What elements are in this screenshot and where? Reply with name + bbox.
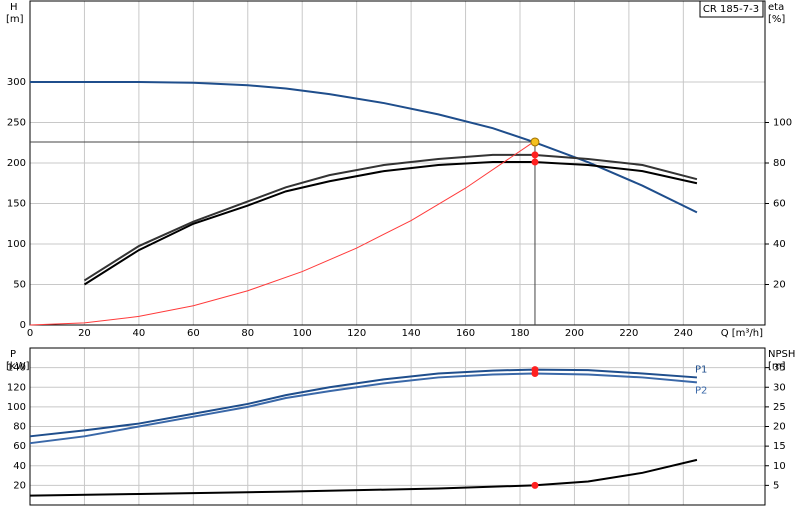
y2-tick-label: 40 (773, 239, 786, 250)
y-tick-label: 40 (13, 461, 26, 472)
series-line (83, 153, 698, 282)
x-tick-label: 180 (510, 328, 529, 339)
y-tick-label: 250 (7, 118, 26, 129)
x-tick-label: 60 (187, 328, 200, 339)
y-tick-label: 20 (13, 480, 26, 491)
operating-point (530, 137, 540, 147)
x-tick-label: 200 (565, 328, 584, 339)
y2-tick-label: 20 (773, 280, 786, 291)
y-axis-unit: [m] (6, 14, 24, 25)
series-line (29, 458, 698, 497)
y-axis-label: P (10, 349, 16, 360)
y-tick-label: 300 (7, 77, 26, 88)
series-line (83, 160, 698, 286)
y-tick-label: 50 (13, 280, 26, 291)
x-tick-label: 100 (293, 328, 312, 339)
y-tick-label: 80 (13, 422, 26, 433)
y-tick-label: 0 (20, 320, 26, 331)
x-tick-label: 40 (133, 328, 146, 339)
series-line (29, 372, 698, 445)
y2-axis-label: NPSH (768, 349, 795, 360)
y2-tick-label: 60 (773, 199, 786, 210)
y2-axis-unit: [%] (768, 14, 785, 25)
y-tick-label: 100 (7, 402, 26, 413)
chart-label: CR 185-7-3 (703, 4, 759, 15)
y2-axis-unit: [m] (768, 361, 786, 372)
x-tick-label: 80 (241, 328, 254, 339)
x-tick-label: 220 (619, 328, 638, 339)
series-line (29, 368, 698, 438)
y2-tick-label: 30 (773, 382, 786, 393)
y2-tick-label: 5 (773, 480, 779, 491)
x-tick-label: 0 (27, 328, 33, 339)
x-axis-label: Q [m³/h] (721, 328, 763, 339)
y2-tick-label: 20 (773, 422, 786, 433)
y-tick-label: 100 (7, 239, 26, 250)
plot-frame (29, 0, 766, 326)
plot-frame (29, 347, 766, 506)
label-box (699, 0, 764, 18)
x-tick-label: 140 (402, 328, 421, 339)
marker (531, 151, 539, 159)
series-label: P2 (695, 385, 707, 396)
y2-tick-label: 80 (773, 158, 786, 169)
x-tick-label: 240 (674, 328, 693, 339)
y2-tick-label: 15 (773, 441, 786, 452)
series-label: P1 (695, 364, 707, 375)
y-tick-label: 120 (7, 382, 26, 393)
y2-tick-label: 100 (773, 118, 792, 129)
x-tick-label: 120 (347, 328, 366, 339)
y2-tick-label: 10 (773, 461, 786, 472)
y2-axis-label: eta (768, 2, 784, 13)
x-tick-label: 160 (456, 328, 475, 339)
marker (531, 370, 539, 378)
x-tick-label: 20 (78, 328, 91, 339)
series-line (30, 81, 698, 214)
marker (531, 481, 539, 489)
y2-tick-label: 25 (773, 402, 786, 413)
y-tick-label: 60 (13, 441, 26, 452)
y-axis-label: H (10, 2, 18, 13)
y-axis-unit: [kW] (6, 361, 30, 372)
y-tick-label: 150 (7, 199, 26, 210)
marker (531, 158, 539, 166)
series-line (29, 141, 534, 326)
y-tick-label: 200 (7, 158, 26, 169)
y2-tick-label: 35 (773, 363, 786, 374)
y-tick-label: 140 (7, 363, 26, 374)
